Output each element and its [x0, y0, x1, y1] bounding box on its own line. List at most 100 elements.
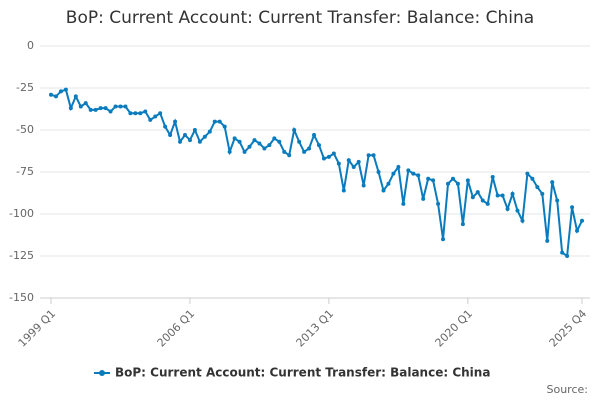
point: [242, 149, 247, 154]
point: [356, 159, 361, 164]
point: [312, 133, 317, 138]
y-tick-label: -50: [16, 123, 34, 136]
point: [525, 171, 530, 176]
point: [386, 181, 391, 186]
y-tick-label: 0: [27, 39, 34, 52]
point: [83, 101, 88, 106]
y-tick-label: -125: [9, 249, 34, 262]
x-tick-label: 2025 Q4: [547, 307, 590, 350]
x-tick-label: 2006 Q1: [155, 307, 198, 350]
point: [173, 119, 178, 124]
point: [232, 136, 237, 141]
point: [480, 198, 485, 203]
point: [555, 198, 560, 203]
point: [450, 176, 455, 181]
point: [341, 188, 346, 193]
point: [520, 218, 525, 223]
point: [436, 201, 441, 206]
point: [297, 139, 302, 144]
point: [123, 104, 128, 109]
y-tick-label: -75: [16, 165, 34, 178]
point: [550, 180, 555, 185]
point: [163, 124, 168, 129]
point: [217, 119, 222, 124]
point: [391, 171, 396, 176]
point: [331, 151, 336, 156]
point: [103, 106, 108, 111]
point: [272, 136, 277, 141]
chart-title: BoP: Current Account: Current Transfer: …: [66, 8, 534, 28]
point: [500, 193, 505, 198]
point: [143, 109, 148, 114]
point: [465, 178, 470, 183]
point: [535, 185, 540, 190]
point: [197, 139, 202, 144]
point: [113, 104, 118, 109]
legend-marker: [99, 370, 105, 376]
point: [540, 191, 545, 196]
point: [108, 109, 113, 114]
point: [182, 133, 187, 138]
point: [53, 94, 58, 99]
source: Source:: [547, 383, 589, 396]
point: [88, 107, 93, 112]
point: [118, 104, 123, 109]
y-tick-label: -25: [16, 81, 34, 94]
point: [396, 164, 401, 169]
point: [545, 238, 550, 243]
point: [431, 178, 436, 183]
point: [470, 195, 475, 200]
point: [336, 161, 341, 166]
point: [158, 111, 163, 116]
point: [381, 188, 386, 193]
point: [302, 149, 307, 154]
point: [351, 164, 356, 169]
point: [485, 201, 490, 206]
point: [49, 92, 53, 97]
x-tick-label: 1999 Q1: [16, 307, 59, 350]
point: [570, 205, 575, 210]
point: [505, 206, 510, 211]
point: [63, 87, 68, 92]
point: [93, 107, 98, 112]
point: [575, 228, 580, 233]
x-tick-label: 2013 Q1: [294, 307, 337, 350]
point: [406, 168, 411, 173]
point: [316, 143, 321, 148]
point: [361, 183, 366, 188]
point: [560, 250, 565, 255]
point: [168, 133, 173, 138]
point: [515, 208, 520, 213]
point: [530, 176, 535, 181]
x-tick-label: 2020 Q1: [433, 307, 476, 350]
point: [222, 124, 227, 129]
point: [460, 222, 465, 227]
point: [187, 138, 192, 143]
point: [252, 138, 257, 143]
point: [376, 170, 381, 174]
point: [227, 149, 232, 154]
point: [441, 237, 446, 242]
point: [78, 104, 83, 109]
point: [133, 111, 138, 116]
point: [455, 181, 460, 186]
point: [426, 176, 431, 181]
point: [510, 191, 515, 196]
point: [287, 153, 292, 158]
point: [73, 94, 78, 99]
point: [128, 111, 133, 116]
point: [178, 139, 183, 144]
point: [490, 175, 495, 180]
point: [58, 89, 63, 94]
point: [321, 156, 326, 161]
point: [495, 193, 500, 198]
point: [366, 153, 371, 158]
point: [247, 144, 252, 149]
point: [421, 196, 426, 201]
point: [192, 128, 197, 132]
point: [371, 153, 376, 158]
point: [565, 254, 570, 258]
point: [68, 106, 73, 111]
point: [446, 181, 451, 186]
